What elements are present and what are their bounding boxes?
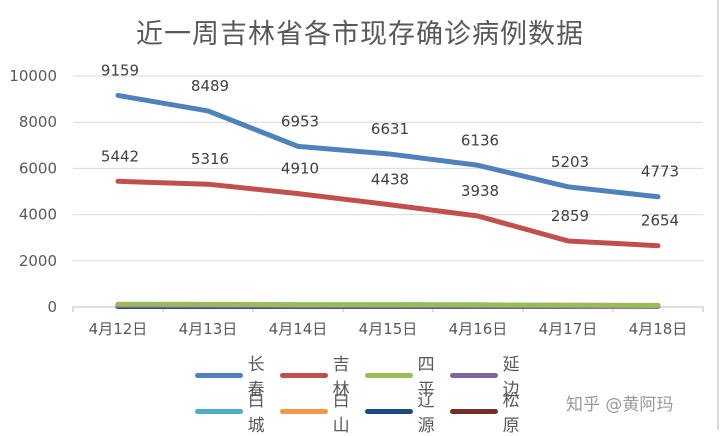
y-tick-label: 10000 [9, 67, 57, 85]
x-tick-label: 4月16日 [449, 320, 508, 338]
series-lines [115, 92, 661, 310]
series-line-四平 [115, 301, 661, 308]
legend-swatch-icon [365, 372, 413, 378]
data-label: 6136 [461, 131, 499, 149]
series-line-吉林 [115, 178, 661, 249]
x-tick-label: 4月14日 [269, 320, 328, 338]
legend-label: 吉林 [332, 355, 350, 400]
legend-label: 四平 [417, 355, 435, 400]
data-labels: 9159 8489 6953 6631 6136 5203 4773 5442 5316 4910… [101, 61, 679, 229]
data-label: 5316 [191, 150, 229, 168]
y-tick-label: 2000 [19, 252, 57, 270]
legend-label: 松原 [502, 391, 520, 436]
data-label: 5203 [551, 153, 589, 171]
legend-label: 延边 [502, 355, 520, 400]
legend-label: 白城 [247, 391, 265, 436]
y-tick-label: 0 [47, 298, 57, 316]
legend-swatch-icon [365, 408, 413, 414]
data-label: 2859 [551, 207, 589, 225]
legend-label: 白山 [332, 391, 350, 436]
legend-label: 辽源 [417, 391, 435, 436]
x-tick-label: 4月17日 [539, 320, 598, 338]
legend-item: 松原 [450, 386, 535, 436]
x-tick-label: 4月18日 [629, 320, 688, 338]
series-line-长春 [115, 92, 661, 200]
legend-swatch-icon [280, 408, 328, 414]
legend-item: 延边 [450, 350, 535, 400]
legend-swatch-icon [450, 408, 498, 414]
data-label: 2654 [641, 212, 679, 230]
data-label: 4910 [281, 160, 319, 178]
legend-label: 长春 [247, 355, 265, 400]
data-label: 9159 [101, 61, 139, 79]
legend-item: 白城 [195, 386, 280, 436]
legend-item: 长春 [195, 350, 280, 400]
x-tick-label: 4月15日 [359, 320, 418, 338]
legend-swatch-icon [195, 372, 243, 378]
y-axis: 0 2000 4000 6000 8000 10000 [9, 67, 57, 316]
data-label: 6953 [281, 112, 319, 130]
legend-swatch-icon [280, 372, 328, 378]
data-label: 4438 [371, 170, 409, 188]
legend-item: 辽源 [365, 386, 450, 436]
y-tick-label: 6000 [19, 159, 57, 177]
legend-item: 四平 [365, 350, 450, 400]
data-label: 3938 [461, 182, 499, 200]
data-label: 5442 [101, 147, 139, 165]
y-tick-label: 8000 [19, 113, 57, 131]
right-border [717, 0, 719, 430]
legend-swatch-icon [195, 408, 243, 414]
legend-row-1: 长春 吉林 四平 延边 [195, 355, 535, 400]
chart-title: 近一周吉林省各市现存确诊病例数据 [136, 19, 584, 50]
y-tick-label: 4000 [19, 206, 57, 224]
x-tick-label: 4月12日 [89, 320, 148, 338]
legend-swatch-icon [450, 372, 498, 378]
watermark: 知乎 @黄阿玛 [566, 395, 674, 415]
legend-row-2: 白城 白山 辽源 松原 [195, 391, 535, 436]
data-label: 4773 [641, 163, 679, 181]
data-label: 6631 [371, 120, 409, 138]
legend-item: 白山 [280, 386, 365, 436]
legend-item: 吉林 [280, 350, 365, 400]
x-axis: 4月12日 4月13日 4月14日 4月15日 4月16日 4月17日 4月18日 [72, 307, 704, 338]
x-tick-label: 4月13日 [179, 320, 238, 338]
data-label: 8489 [191, 77, 229, 95]
chart-legend: 长春 吉林 四平 延边 白城 白山 辽源 松原 [195, 355, 535, 436]
